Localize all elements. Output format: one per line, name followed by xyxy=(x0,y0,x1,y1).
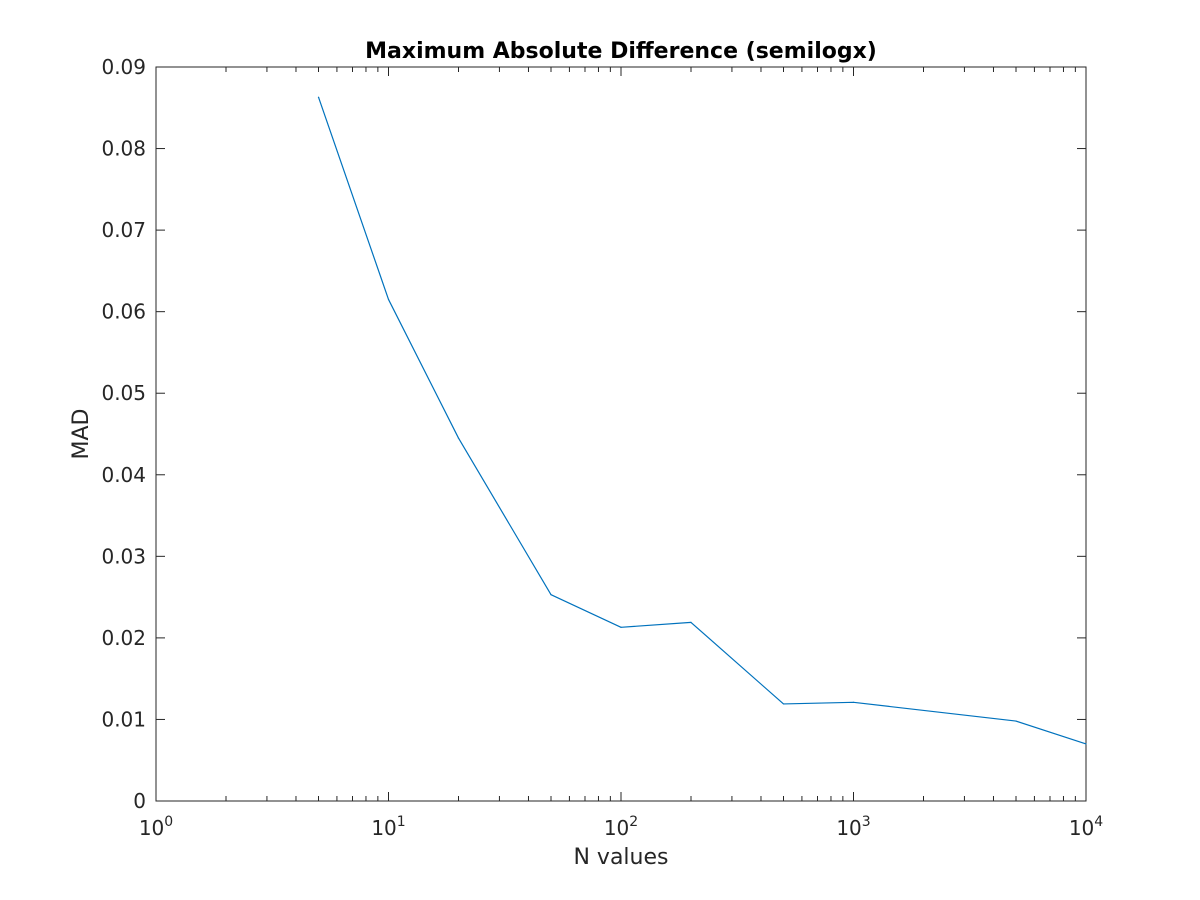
x-tick-exponent: 0 xyxy=(164,814,173,830)
x-tick-base: 10 xyxy=(371,816,396,840)
x-tick-label: 103 xyxy=(836,814,870,840)
x-tick-base: 10 xyxy=(604,816,629,840)
y-tick-label: 0.01 xyxy=(101,707,146,731)
x-tick-exponent: 4 xyxy=(1094,814,1103,830)
y-tick-label: 0.04 xyxy=(101,463,146,487)
x-tick-label: 102 xyxy=(604,814,638,840)
data-point xyxy=(387,298,390,301)
x-tick-exponent: 1 xyxy=(397,814,406,830)
data-point xyxy=(550,594,552,596)
data-point xyxy=(1015,720,1017,722)
x-axis-label: N values xyxy=(573,845,668,870)
y-tick-label: 0 xyxy=(133,789,146,813)
data-point xyxy=(1085,743,1087,745)
data-point xyxy=(457,437,460,439)
x-tick-label: 101 xyxy=(371,814,405,840)
y-tick-label: 0.07 xyxy=(101,218,146,242)
y-tick-label: 0.02 xyxy=(101,626,146,650)
x-tick-base: 10 xyxy=(1069,816,1094,840)
y-tick-label: 0.09 xyxy=(101,55,146,79)
series-line xyxy=(317,96,1087,745)
data-point xyxy=(782,703,785,705)
x-tick-base: 10 xyxy=(139,816,164,840)
y-tick-label: 0.03 xyxy=(101,544,146,568)
x-tick-exponent: 2 xyxy=(629,814,638,830)
data-point xyxy=(852,701,855,703)
y-tick-label: 0.06 xyxy=(101,300,146,324)
y-axis-label: MAD xyxy=(69,409,94,460)
y-tick-label: 0.08 xyxy=(101,137,146,161)
data-point xyxy=(620,626,622,628)
chart-title: Maximum Absolute Difference (semilogx) xyxy=(365,39,877,64)
x-tick-exponent: 3 xyxy=(862,814,871,830)
y-tick-label: 0.05 xyxy=(101,381,146,405)
x-tick-base: 10 xyxy=(836,816,861,840)
data-point xyxy=(690,621,692,623)
plot-area: 00.010.020.030.040.050.060.070.080.09100… xyxy=(101,55,1103,840)
x-tick-label: 100 xyxy=(139,814,173,840)
data-point xyxy=(317,96,320,98)
x-tick-label: 104 xyxy=(1069,814,1103,840)
